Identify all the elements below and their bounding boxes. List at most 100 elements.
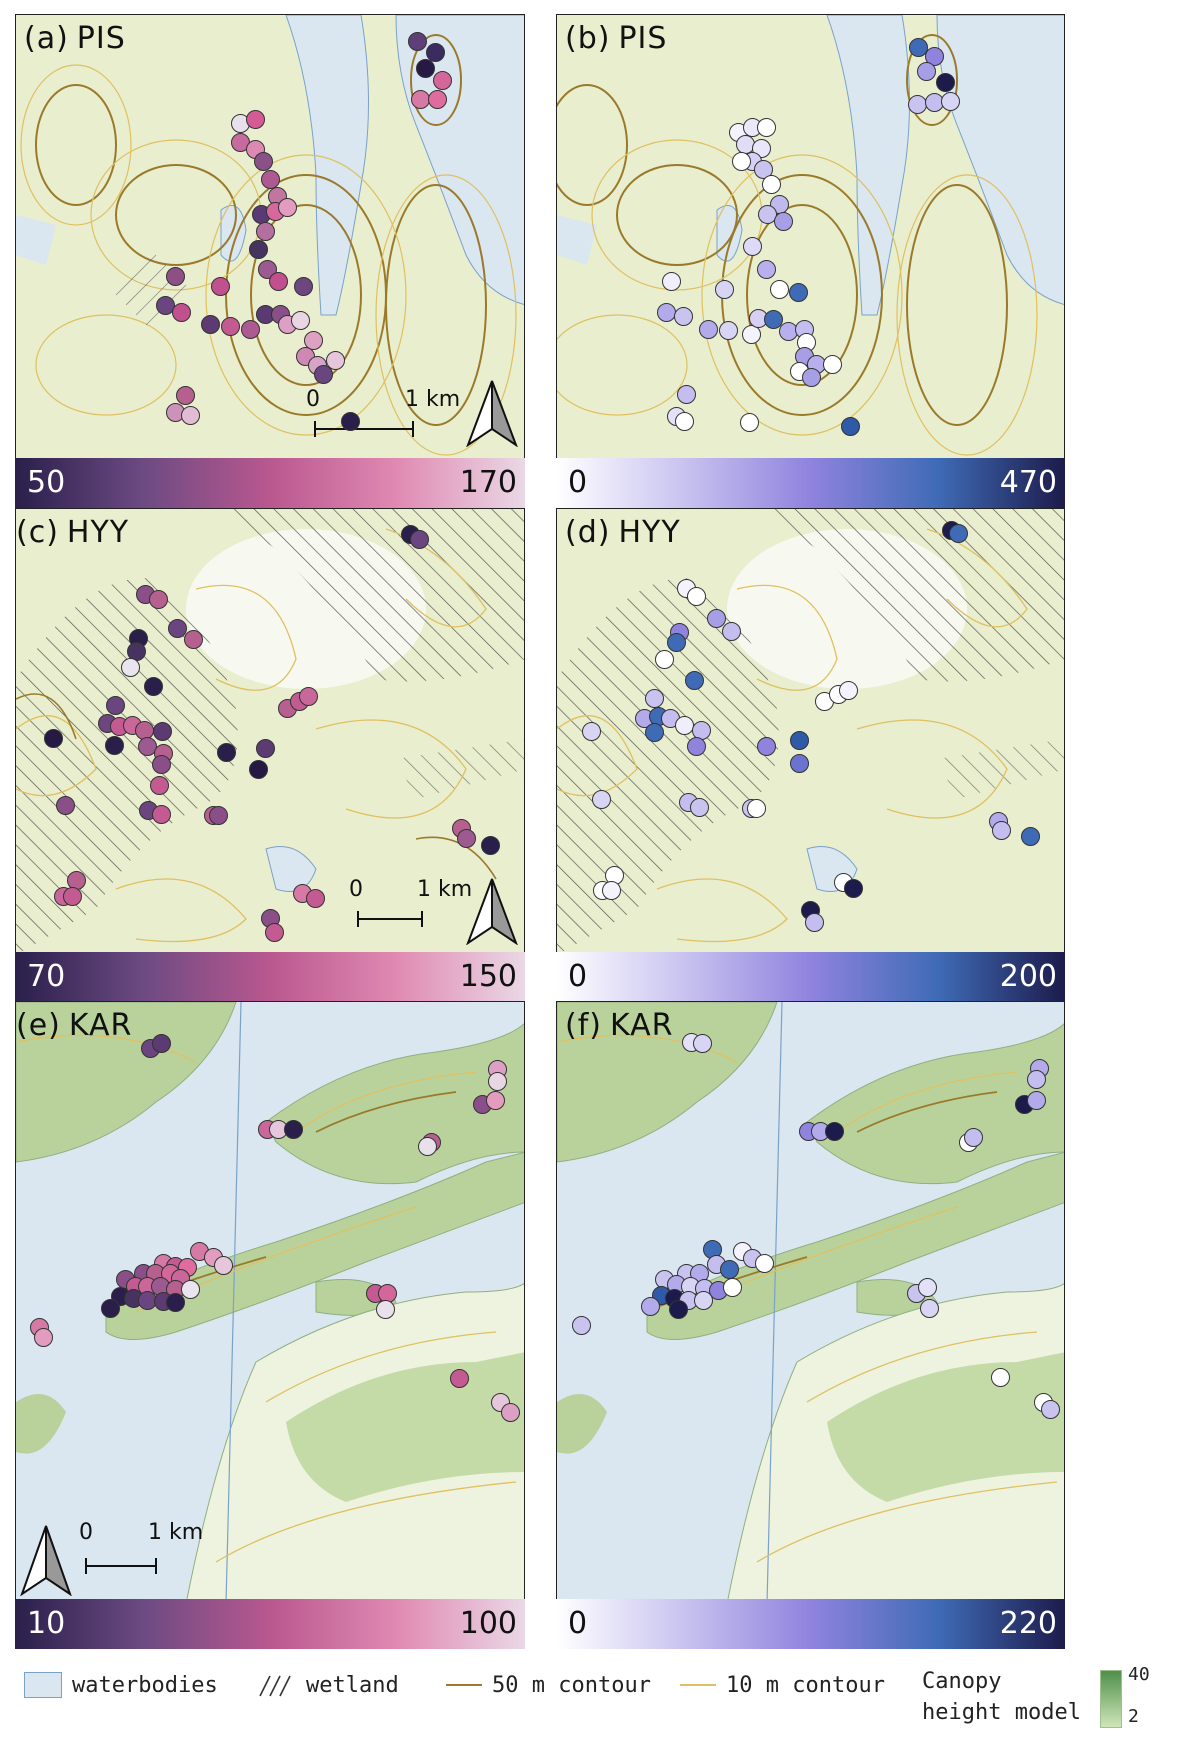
legend-label: 10 m contour <box>726 1672 885 1698</box>
colorbar-a: 50 170 <box>15 458 525 508</box>
site-marker <box>326 351 345 370</box>
site-marker <box>306 889 325 908</box>
site-marker <box>790 731 809 750</box>
panel-letter: (f) <box>565 1008 602 1043</box>
site-marker <box>908 95 927 114</box>
site-marker <box>101 1299 120 1318</box>
site-marker <box>677 385 696 404</box>
site-marker <box>294 277 313 296</box>
map-b-background <box>557 15 1064 459</box>
legend-10m-contour: 10 m contour <box>680 1670 885 1700</box>
map-panel-c: (c) HYY 0 1 km <box>15 508 525 954</box>
site-marker <box>693 1034 712 1053</box>
panel-b-label: (b) PIS <box>565 21 667 56</box>
legend-label: Canopy <box>922 1669 1002 1694</box>
site-marker <box>964 1128 983 1147</box>
site-marker <box>450 1369 469 1388</box>
site-marker <box>181 406 200 425</box>
legend-label: waterbodies <box>72 1672 218 1698</box>
colorbar-min: 0 <box>568 959 588 994</box>
scale-start-label: 0 <box>349 877 363 902</box>
site-marker <box>217 743 236 762</box>
legend-waterbodies: waterbodies <box>24 1670 218 1700</box>
site-marker <box>246 110 265 129</box>
site-marker <box>764 310 783 329</box>
canopy-max-label: 40 <box>1128 1664 1150 1685</box>
site-marker <box>314 365 333 384</box>
canopy-height-ramp <box>1100 1670 1122 1728</box>
site-marker <box>757 118 776 137</box>
site-marker <box>917 62 936 81</box>
colorbar-max: 100 <box>459 1606 517 1641</box>
panel-a-label: (a) PIS <box>24 21 126 56</box>
north-arrow-icon <box>20 1525 72 1596</box>
map-legend: waterbodies wetland 50 m contour 10 m co… <box>0 1658 1194 1737</box>
site-marker <box>152 755 171 774</box>
panel-c-label: (c) HYY <box>16 515 129 550</box>
contour-50-swatch <box>446 1684 482 1686</box>
site-marker <box>341 412 360 431</box>
site-marker <box>936 73 955 92</box>
site-marker <box>699 320 718 339</box>
panel-letter: (d) <box>565 515 611 550</box>
site-marker <box>1027 1070 1046 1089</box>
legend-canopy-height: Canopy height model <box>922 1666 1081 1728</box>
site-marker <box>694 1291 713 1310</box>
site-marker <box>457 829 476 848</box>
site-marker <box>949 524 968 543</box>
site-marker <box>841 417 860 436</box>
site-marker <box>209 806 228 825</box>
site-marker <box>105 736 124 755</box>
site-marker <box>645 689 664 708</box>
site-marker <box>149 590 168 609</box>
site-marker <box>991 1368 1010 1387</box>
scale-bar: 0 1 km <box>306 387 460 441</box>
site-marker <box>674 307 693 326</box>
site-marker <box>667 633 686 652</box>
site-marker <box>152 805 171 824</box>
map-panel-e: (e) KAR 0 1 km <box>15 1001 525 1603</box>
site-marker <box>304 331 323 350</box>
site-marker <box>269 272 288 291</box>
map-d-background <box>557 509 1064 953</box>
map-f-background <box>557 1002 1064 1602</box>
site-marker <box>486 1091 505 1110</box>
site-marker <box>582 722 601 741</box>
site-marker <box>690 798 709 817</box>
site-marker <box>805 913 824 932</box>
scale-bar-line <box>85 1558 157 1574</box>
site-marker <box>719 321 738 340</box>
colorbar-min: 70 <box>27 959 66 994</box>
site-marker <box>762 175 781 194</box>
panel-f-label: (f) KAR <box>565 1008 674 1043</box>
site-marker <box>172 303 191 322</box>
site-marker <box>284 1120 303 1139</box>
colorbar-d: 0 200 <box>556 952 1065 1002</box>
map-panel-f: (f) KAR <box>556 1001 1065 1603</box>
site-code: PIS <box>76 21 126 56</box>
site-marker <box>201 315 220 334</box>
site-marker <box>825 1122 844 1141</box>
site-marker <box>184 630 203 649</box>
site-marker <box>254 152 273 171</box>
site-marker <box>687 587 706 606</box>
site-marker <box>63 887 82 906</box>
site-marker <box>291 311 310 330</box>
scale-bar: 0 1 km <box>79 1520 214 1580</box>
colorbar-min: 0 <box>568 465 588 500</box>
site-marker <box>909 38 928 57</box>
site-marker <box>802 368 821 387</box>
panel-letter: (e) <box>16 1008 61 1043</box>
site-marker <box>376 1300 395 1319</box>
site-marker <box>641 1297 660 1316</box>
site-marker <box>740 413 759 432</box>
site-marker <box>715 280 734 299</box>
site-marker <box>732 152 751 171</box>
site-marker <box>168 619 187 638</box>
site-marker <box>572 1316 591 1335</box>
site-marker <box>662 272 681 291</box>
colorbar-e: 10 100 <box>15 1599 525 1649</box>
site-marker <box>278 198 297 217</box>
site-marker <box>256 222 275 241</box>
site-marker <box>265 923 284 942</box>
